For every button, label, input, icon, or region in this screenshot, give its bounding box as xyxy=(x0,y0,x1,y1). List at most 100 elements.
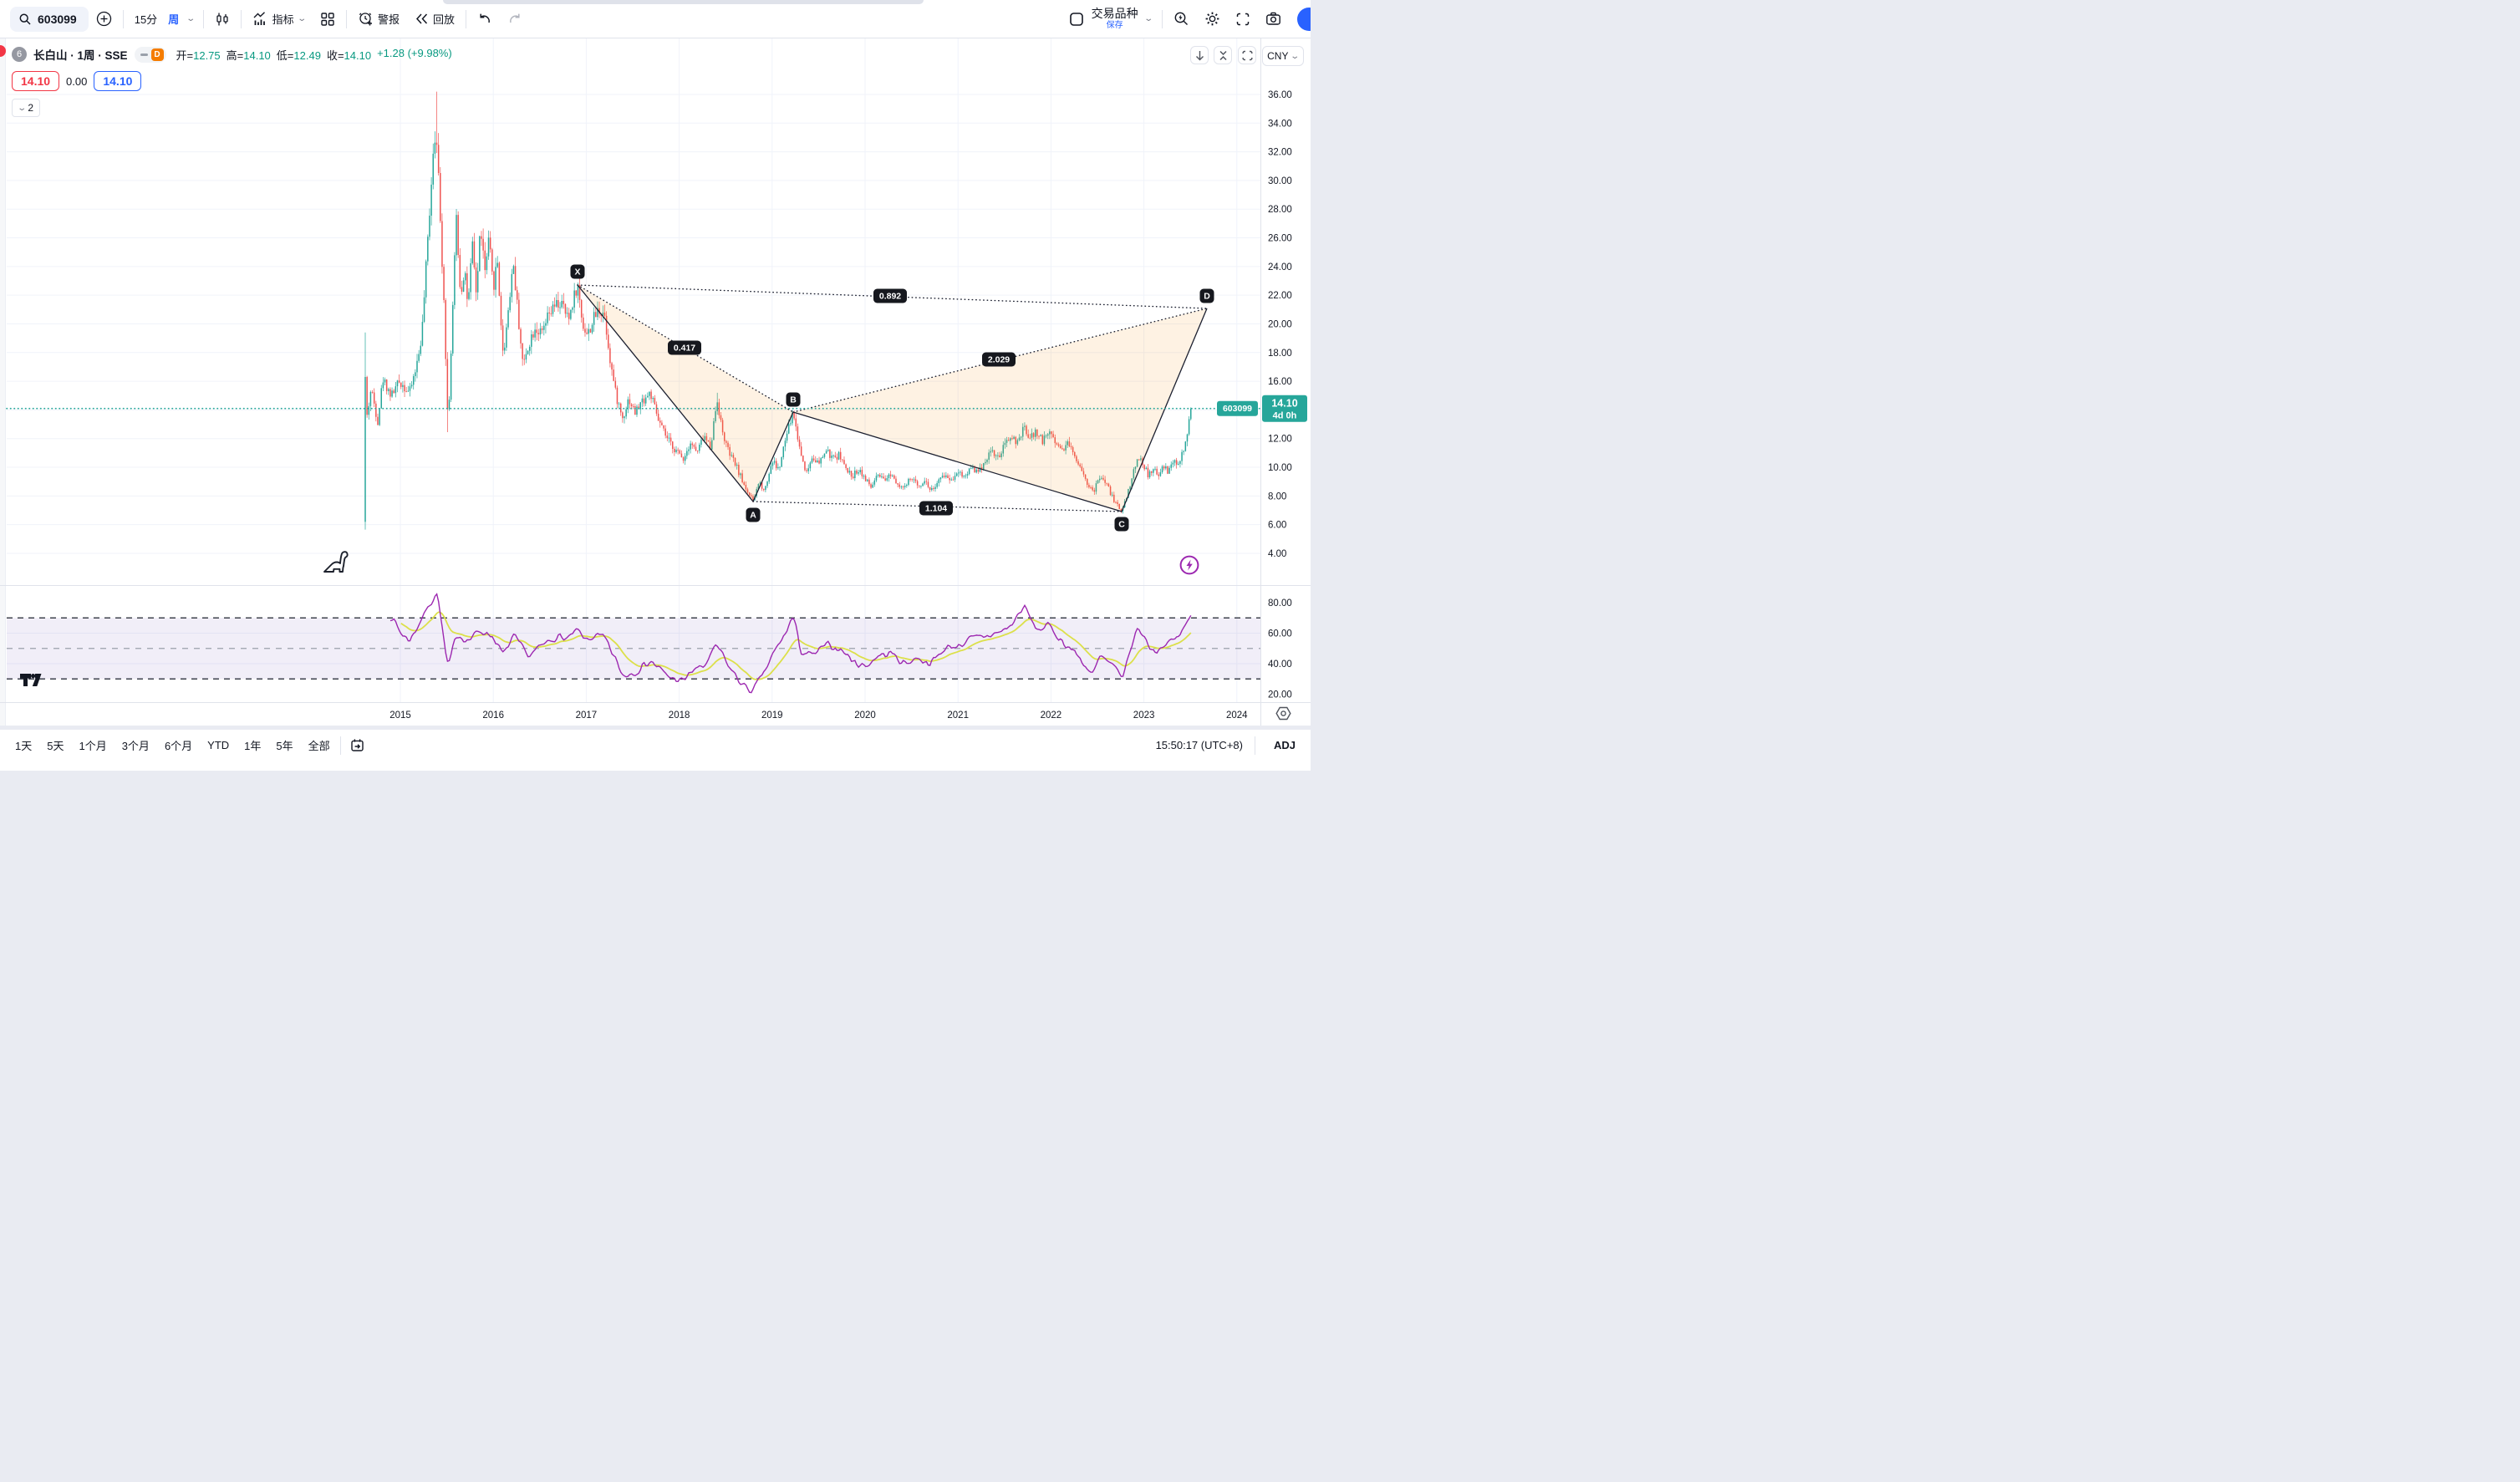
svg-text:26.00: 26.00 xyxy=(1268,234,1292,244)
svg-text:22.00: 22.00 xyxy=(1268,291,1292,301)
settings-button[interactable] xyxy=(1197,5,1228,33)
alert-button[interactable]: 警报 xyxy=(350,5,407,33)
search-icon xyxy=(18,13,32,26)
replay-button[interactable]: 回放 xyxy=(407,5,462,33)
interval-dropdown-chevron[interactable]: ⌄ xyxy=(182,5,199,33)
checkbox-square-icon xyxy=(1069,12,1084,27)
chevron-down-icon: ⌄ xyxy=(186,14,196,23)
pane-move-down-button[interactable] xyxy=(1190,46,1209,64)
layout-grid-button[interactable] xyxy=(313,5,343,33)
xabcd-pattern[interactable]: X A B C D 0.417 0.892 2.029 1.104 xyxy=(570,264,1214,532)
indicator-collapse-button[interactable]: ⌄ 2 xyxy=(12,99,41,117)
svg-text:2.029: 2.029 xyxy=(988,355,1010,365)
symbol-menu-chevron[interactable]: ⌄ xyxy=(1138,5,1158,33)
pane-collapse-button[interactable] xyxy=(1214,46,1232,64)
svg-text:20.00: 20.00 xyxy=(1268,319,1292,329)
pattern-label[interactable] xyxy=(919,501,953,516)
watchlist-checkbox-button[interactable] xyxy=(1061,5,1092,33)
symbol-search-value: 603099 xyxy=(38,12,77,26)
pattern-label[interactable] xyxy=(873,288,907,303)
range-button-1年[interactable]: 1年 xyxy=(237,733,267,757)
svg-text:2017: 2017 xyxy=(576,710,598,721)
svg-text:20.00: 20.00 xyxy=(1268,690,1292,700)
pattern-label[interactable] xyxy=(982,352,1016,367)
undo-icon xyxy=(477,12,492,27)
toolbar-divider xyxy=(122,9,124,28)
pattern-label[interactable] xyxy=(1114,517,1129,532)
ohlc-pair: 高=14.10 xyxy=(226,48,271,62)
pattern-label[interactable] xyxy=(570,264,585,279)
svg-text:30.00: 30.00 xyxy=(1268,176,1292,186)
user-avatar[interactable] xyxy=(1297,7,1311,31)
svg-text:2018: 2018 xyxy=(669,710,690,721)
symbol-title[interactable]: 长白山 · 1周 · SSE xyxy=(33,49,128,62)
indicators-icon xyxy=(252,11,268,27)
range-buttons: 1天 5天 1个月 3个月 6个月 YTD 1年 5年 全部 xyxy=(8,733,337,757)
svg-text:2023: 2023 xyxy=(1133,710,1155,721)
adjusted-data-toggle[interactable]: ADJ xyxy=(1273,739,1296,751)
indicators-button[interactable]: 指标 ⌄ xyxy=(245,5,313,33)
browser-chrome-strip xyxy=(443,0,924,4)
chevron-down-icon: ⌄ xyxy=(17,103,28,113)
range-button-全部[interactable]: 全部 xyxy=(302,733,337,757)
chart-canvas[interactable]: X A B C D 0.417 0.892 2.029 1.104 603099 36.00 34.0… xyxy=(0,0,1311,726)
toolbar-divider xyxy=(1162,9,1163,28)
pattern-label[interactable] xyxy=(746,507,761,522)
toolbar-divider xyxy=(339,736,341,755)
price-axis[interactable]: 36.00 34.00 32.00 30.00 28.00 26.00 24.00 22.00… xyxy=(1268,90,1292,700)
range-button-5天[interactable]: 5天 xyxy=(40,733,70,757)
svg-text:6.00: 6.00 xyxy=(1268,521,1286,531)
market-status-pill[interactable]: D xyxy=(134,46,166,63)
goto-date-button[interactable] xyxy=(344,731,370,760)
interval-week-button[interactable]: 周 xyxy=(165,5,182,33)
symbol-search-button[interactable]: 603099 xyxy=(10,6,89,32)
svg-text:28.00: 28.00 xyxy=(1268,205,1292,215)
bottom-toolbar: 1天 5天 1个月 3个月 6个月 YTD 1年 5年 全部 15:50:17 (UTC+8) … xyxy=(0,729,1311,761)
source-badge: 6 xyxy=(12,47,27,62)
time-axis[interactable]: 2015 2016 2017 2018 2019 2020 2021 2022 2023 2024 xyxy=(389,710,1248,721)
svg-text:D: D xyxy=(1204,292,1210,302)
pane-maximize-button[interactable] xyxy=(1238,46,1256,64)
range-button-5年[interactable]: 5年 xyxy=(269,733,299,757)
flash-badge[interactable] xyxy=(1179,554,1200,580)
symbol-menu-button[interactable]: 交易品种 保存 xyxy=(1092,8,1138,30)
currency-selector[interactable]: CNY ⌄ xyxy=(1262,46,1304,66)
clipped-red-marker xyxy=(0,45,6,57)
svg-text:24.00: 24.00 xyxy=(1268,262,1292,272)
range-button-3个月[interactable]: 3个月 xyxy=(115,733,156,757)
pattern-label[interactable] xyxy=(668,340,701,355)
interval-15min-button[interactable]: 15分 xyxy=(127,5,165,33)
svg-text:X: X xyxy=(574,267,580,278)
svg-text:18.00: 18.00 xyxy=(1268,349,1292,359)
pattern-label[interactable] xyxy=(786,392,801,407)
chevron-down-icon: ⌄ xyxy=(1290,51,1301,61)
quick-search-button[interactable] xyxy=(1166,5,1197,33)
svg-text:14.10: 14.10 xyxy=(1271,398,1297,410)
svg-text:2015: 2015 xyxy=(389,710,411,721)
dinosaur-sticker[interactable] xyxy=(322,548,352,579)
range-button-YTD[interactable]: YTD xyxy=(201,735,236,756)
timescale-settings-icon[interactable] xyxy=(1275,706,1291,725)
plus-circle-icon xyxy=(96,11,112,27)
chart-style-button[interactable] xyxy=(207,5,237,33)
alarm-clock-icon xyxy=(358,11,374,27)
fullscreen-button[interactable] xyxy=(1228,5,1258,33)
pattern-label[interactable] xyxy=(1199,288,1214,303)
snapshot-camera-button[interactable] xyxy=(1258,5,1289,33)
undo-button[interactable] xyxy=(470,5,500,33)
add-symbol-button[interactable] xyxy=(89,5,120,33)
range-button-1天[interactable]: 1天 xyxy=(8,733,38,757)
range-button-6个月[interactable]: 6个月 xyxy=(158,733,199,757)
session-clock[interactable]: 15:50:17 (UTC+8) xyxy=(1155,739,1243,751)
oscillator-pane xyxy=(7,593,1260,694)
redo-button[interactable] xyxy=(500,5,530,33)
symbol-menu-label: 交易品种 xyxy=(1091,7,1138,20)
calendar-goto-icon xyxy=(350,739,364,751)
range-button-1个月[interactable]: 1个月 xyxy=(72,733,113,757)
flash-search-icon xyxy=(1173,11,1189,27)
ohlc-values: 开=12.75 高=14.10 低=12.49 收=14.10 +1.28 (+9.98… xyxy=(176,47,452,63)
svg-text:603099: 603099 xyxy=(1223,404,1252,414)
tradingview-logo[interactable] xyxy=(20,674,42,692)
ask-price-box[interactable]: 14.10 xyxy=(94,71,142,91)
bid-price-box[interactable]: 14.10 xyxy=(12,71,60,91)
